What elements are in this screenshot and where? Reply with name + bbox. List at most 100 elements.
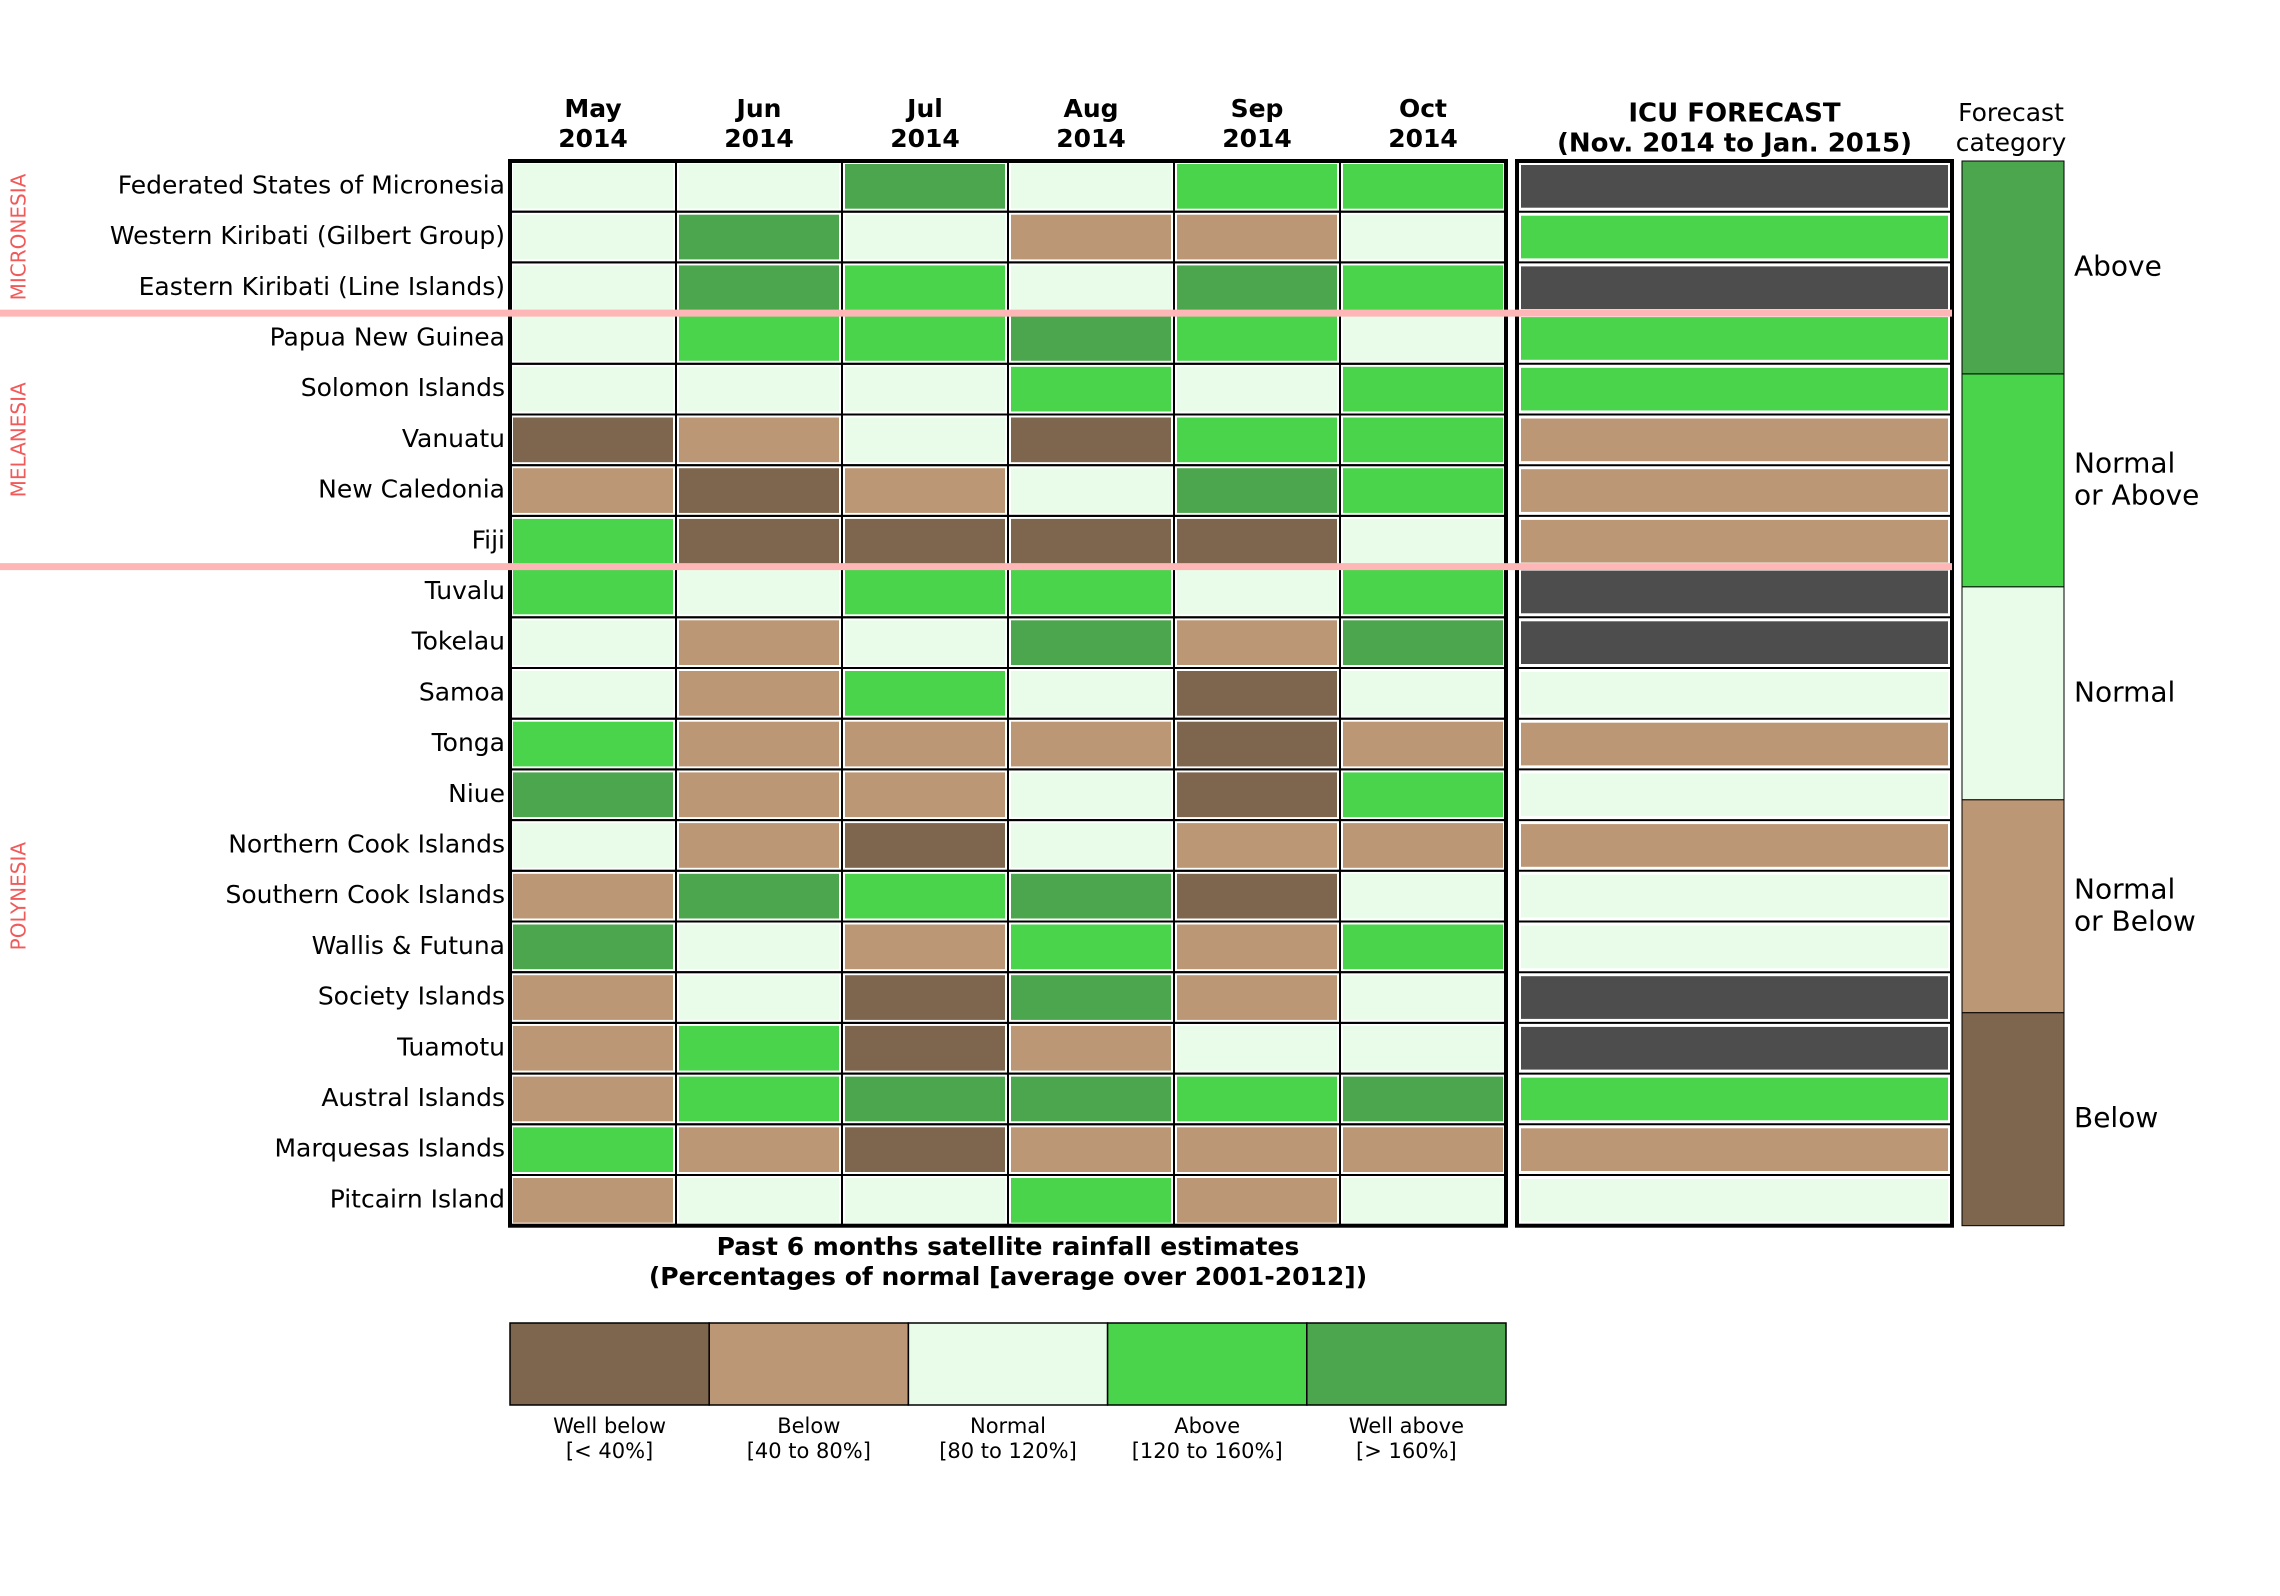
- heatmap-cell: [1177, 671, 1337, 716]
- past-legend-swatch: [708, 1322, 910, 1406]
- heatmap-cell: [1011, 924, 1171, 970]
- heatmap-cell: [1011, 1178, 1171, 1223]
- row-label: Tuvalu: [424, 576, 505, 605]
- past-legend-range: [> 160%]: [1356, 1439, 1457, 1463]
- region-label: POLYNESIA: [7, 842, 31, 951]
- heatmap-cell: [1177, 518, 1337, 564]
- heatmap-cell: [1177, 214, 1337, 260]
- heatmap-cell: [1343, 924, 1503, 970]
- heatmap-cell: [1177, 721, 1337, 767]
- past-legend-swatch: [907, 1322, 1109, 1406]
- heatmap-cell: [1343, 721, 1503, 767]
- heatmap-cell: [513, 417, 673, 463]
- forecast-cell: [1521, 1077, 1948, 1121]
- heatmap-cell: [513, 569, 673, 615]
- heatmap-cell: [1011, 214, 1171, 260]
- heatmap-cell: [679, 164, 839, 209]
- heatmap-cell: [1343, 366, 1503, 412]
- heatmap-cell: [679, 214, 839, 260]
- heatmap-cell: [845, 1178, 1005, 1223]
- forecast-cell: [1521, 925, 1948, 969]
- column-header-year: 2014: [890, 124, 960, 153]
- heatmap-cell: [513, 1076, 673, 1122]
- past-legend-label: Below: [777, 1414, 840, 1438]
- heatmap-cell: [1343, 265, 1503, 311]
- row-label: Western Kiribati (Gilbert Group): [110, 221, 505, 250]
- column-header-month: Jun: [735, 94, 782, 123]
- forecast-cell: [1521, 1128, 1948, 1171]
- heatmap-cell: [845, 721, 1005, 767]
- forecast-legend-swatch: [1961, 1012, 2065, 1227]
- heatmap-cell: [513, 823, 673, 868]
- heatmap-cell: [1343, 873, 1503, 919]
- heatmap-cell: [679, 823, 839, 868]
- heatmap-cell: [513, 721, 673, 767]
- heatmap-cell: [845, 924, 1005, 970]
- forecast-legend-label: Above: [2074, 249, 2162, 282]
- heatmap-cell: [1011, 620, 1171, 665]
- column-header-month: Sep: [1231, 94, 1284, 123]
- row-label: Austral Islands: [321, 1083, 505, 1112]
- heatmap-cell: [679, 620, 839, 665]
- heatmap-cell: [513, 265, 673, 311]
- heatmap-cell: [679, 873, 839, 919]
- grid-frame: [508, 159, 1508, 1228]
- row-label: Papua New Guinea: [270, 322, 505, 351]
- heatmap-cell: [845, 468, 1005, 513]
- heatmap-cell: [845, 671, 1005, 716]
- column-header-year: 2014: [558, 124, 628, 153]
- forecast-legend-label: Normal: [2074, 675, 2175, 708]
- forecast-frame: [1515, 159, 1954, 1228]
- forecast-legend-label: Normal: [2074, 872, 2175, 905]
- heatmap-cell: [1343, 671, 1503, 716]
- heatmap-cell: [845, 164, 1005, 209]
- heatmap-cell: [1177, 975, 1337, 1020]
- row-label: Tonga: [431, 728, 505, 757]
- past-legend-label: Above: [1174, 1414, 1240, 1438]
- heatmap-cell: [1343, 316, 1503, 361]
- past-legend-range: [120 to 160%]: [1132, 1439, 1283, 1463]
- forecast-legend-label: Below: [2074, 1101, 2158, 1134]
- heatmap-cell: [1177, 772, 1337, 818]
- heatmap-cell: [679, 924, 839, 970]
- row-label: Fiji: [472, 525, 505, 554]
- column-header-month: Aug: [1063, 94, 1118, 123]
- forecast-subtitle: (Nov. 2014 to Jan. 2015): [1557, 129, 1912, 159]
- heatmap-cell: [513, 518, 673, 564]
- heatmap-cell: [679, 518, 839, 564]
- heatmap-cell: [1343, 1178, 1503, 1223]
- column-header-month: May: [564, 94, 621, 123]
- column-header-year: 2014: [1056, 124, 1126, 153]
- heatmap-cell: [679, 772, 839, 818]
- heatmap-cell: [1011, 1127, 1171, 1172]
- heatmap-cell: [1343, 620, 1503, 665]
- forecast-cell: [1521, 570, 1948, 614]
- forecast-cell: [1521, 976, 1948, 1019]
- heatmap-cell: [1343, 1127, 1503, 1172]
- heatmap-cell: [845, 1076, 1005, 1122]
- forecast-cell: [1521, 418, 1948, 462]
- heatmap-cell: [1011, 265, 1171, 311]
- row-label: Eastern Kiribati (Line Islands): [139, 272, 505, 301]
- forecast-legend-swatch: [1961, 586, 2065, 801]
- heatmap-cell: [1177, 1127, 1337, 1172]
- heatmap-cell: [845, 569, 1005, 615]
- forecast-cell: [1521, 1026, 1948, 1070]
- heatmap-cell: [513, 924, 673, 970]
- heatmap-cell: [513, 772, 673, 818]
- past-legend-range: [80 to 120%]: [939, 1439, 1077, 1463]
- heatmap-cell: [1343, 518, 1503, 564]
- heatmap-cell: [1343, 214, 1503, 260]
- column-header-month: Jul: [905, 94, 943, 123]
- heatmap-cell: [845, 620, 1005, 665]
- heatmap-cell: [845, 772, 1005, 818]
- heatmap-cell: [1177, 417, 1337, 463]
- forecast-cell: [1521, 672, 1948, 715]
- heatmap-cell: [1011, 671, 1171, 716]
- heatmap-cell: [1011, 468, 1171, 513]
- heatmap-cell: [845, 265, 1005, 311]
- row-label: Southern Cook Islands: [225, 880, 505, 909]
- column-header-year: 2014: [1222, 124, 1292, 153]
- row-label: Solomon Islands: [301, 373, 505, 402]
- past-legend-swatch: [1306, 1322, 1507, 1406]
